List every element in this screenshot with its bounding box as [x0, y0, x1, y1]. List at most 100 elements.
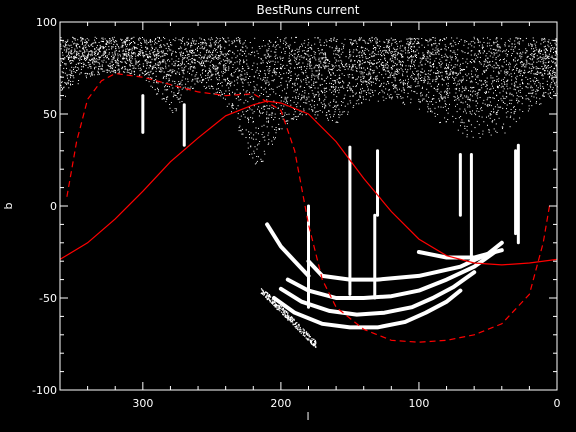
scatter-point: [388, 89, 390, 91]
scatter-point: [105, 55, 107, 57]
scatter-point: [392, 84, 394, 86]
scatter-point: [282, 66, 283, 68]
scatter-point: [217, 91, 218, 93]
scatter-point: [249, 96, 251, 98]
scatter-point: [408, 57, 410, 59]
scatter-point: [544, 70, 546, 72]
scatter-point: [270, 60, 272, 62]
scatter-point: [61, 60, 63, 62]
scatter-point: [106, 43, 108, 45]
scatter-point: [140, 45, 142, 46]
scatter-point: [464, 69, 465, 70]
scatter-point: [501, 79, 502, 81]
scatter-point: [77, 83, 79, 85]
scatter-point: [373, 72, 375, 74]
scatter-point: [353, 40, 355, 42]
scatter-point: [282, 118, 284, 120]
scatter-point: [289, 63, 291, 64]
scatter-point: [535, 73, 537, 75]
scatter-point: [306, 75, 308, 77]
scatter-point: [212, 54, 214, 56]
scatter-point: [219, 38, 221, 40]
scatter-point: [241, 133, 243, 135]
scatter-point: [454, 99, 455, 101]
scatter-point: [423, 82, 425, 84]
scatter-point: [280, 63, 282, 65]
scatter-point: [427, 106, 429, 108]
scatter-point: [463, 78, 464, 80]
scatter-point: [314, 75, 316, 77]
scatter-point: [528, 43, 529, 45]
scatter-point: [225, 90, 227, 92]
scatter-point: [296, 327, 298, 329]
scatter-point: [513, 106, 515, 107]
scatter-point: [383, 82, 385, 84]
scatter-point: [446, 70, 448, 72]
scatter-point: [525, 48, 527, 50]
scatter-point: [184, 66, 186, 68]
scatter-point: [360, 80, 362, 82]
scatter-point: [545, 92, 547, 93]
scatter-point: [535, 90, 537, 92]
scatter-point: [543, 46, 545, 48]
scatter-point: [267, 298, 269, 301]
scatter-point: [509, 63, 511, 65]
scatter-point: [467, 106, 469, 108]
scatter-point: [474, 60, 475, 62]
scatter-point: [375, 77, 377, 79]
scatter-point: [292, 83, 294, 85]
scatter-point: [355, 41, 357, 43]
scatter-point: [236, 39, 238, 41]
scatter-point: [369, 38, 371, 39]
scatter-point: [349, 89, 351, 91]
scatter-point: [322, 57, 324, 59]
scatter-point: [303, 332, 305, 334]
scatter-point: [447, 108, 449, 110]
scatter-point: [475, 100, 477, 102]
scatter-point: [359, 67, 361, 69]
scatter-point: [205, 70, 206, 72]
scatter-point: [175, 37, 177, 39]
scatter-point: [265, 295, 267, 298]
scatter-point: [274, 305, 276, 307]
scatter-point: [434, 49, 436, 51]
scatter-point: [237, 37, 239, 38]
scatter-point: [179, 46, 181, 48]
scatter-point: [530, 72, 532, 74]
scatter-point: [410, 38, 412, 40]
scatter-point: [60, 98, 62, 100]
scatter-point: [498, 78, 500, 80]
scatter-point: [181, 79, 183, 81]
scatter-point: [509, 38, 511, 40]
scatter-point: [146, 67, 147, 69]
scatter-point: [311, 99, 313, 101]
scatter-point: [98, 49, 100, 51]
scatter-point: [99, 44, 101, 46]
scatter-point: [383, 99, 385, 101]
scatter-point: [307, 333, 309, 335]
scatter-point: [101, 64, 103, 66]
scatter-point: [110, 61, 112, 63]
scatter-point: [100, 68, 102, 70]
scatter-point: [285, 92, 287, 94]
scatter-point: [474, 74, 476, 76]
scatter-point: [92, 54, 93, 56]
scatter-point: [450, 57, 452, 59]
scatter-point: [531, 95, 533, 97]
scatter-point: [267, 293, 269, 295]
scatter-point: [435, 77, 437, 79]
scatter-point: [511, 99, 513, 101]
scatter-point: [144, 74, 146, 76]
scatter-point: [168, 65, 170, 67]
scatter-point: [146, 54, 148, 56]
scatter-point: [347, 111, 349, 113]
scatter-point: [69, 69, 71, 71]
scatter-point: [334, 89, 335, 91]
scatter-point: [181, 60, 183, 62]
scatter-point: [241, 74, 243, 76]
scatter-point: [102, 48, 104, 50]
scatter-point: [268, 48, 270, 50]
scatter-point: [235, 98, 237, 100]
scatter-point: [479, 89, 480, 91]
scatter-point: [295, 104, 297, 105]
